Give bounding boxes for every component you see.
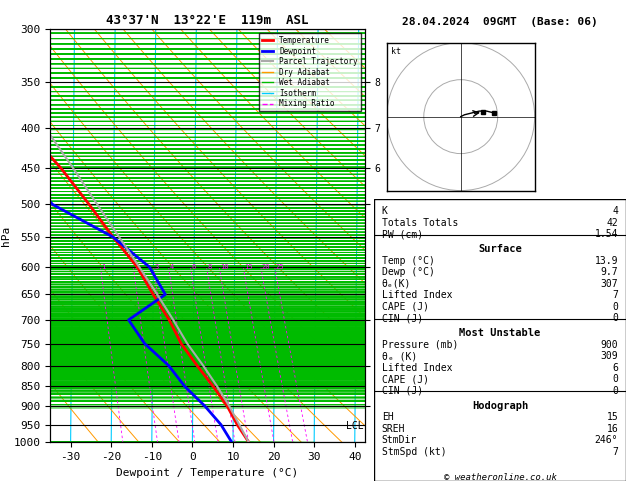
Text: Dewp (°C): Dewp (°C) xyxy=(382,267,435,277)
Text: 0: 0 xyxy=(613,386,618,396)
Y-axis label: hPa: hPa xyxy=(1,226,11,246)
Text: StmSpd (kt): StmSpd (kt) xyxy=(382,447,447,457)
Text: CAPE (J): CAPE (J) xyxy=(382,374,429,384)
Text: 9.7: 9.7 xyxy=(601,267,618,277)
Text: Hodograph: Hodograph xyxy=(472,400,528,411)
Text: 15: 15 xyxy=(606,412,618,422)
Text: 13.9: 13.9 xyxy=(595,256,618,266)
Text: 42: 42 xyxy=(606,218,618,227)
Text: EH: EH xyxy=(382,412,394,422)
X-axis label: Dewpoint / Temperature (°C): Dewpoint / Temperature (°C) xyxy=(116,468,299,478)
Text: 28.04.2024  09GMT  (Base: 06): 28.04.2024 09GMT (Base: 06) xyxy=(402,17,598,27)
Text: 0: 0 xyxy=(613,313,618,323)
Text: © weatheronline.co.uk: © weatheronline.co.uk xyxy=(443,473,557,482)
Text: 4: 4 xyxy=(613,206,618,216)
Text: CAPE (J): CAPE (J) xyxy=(382,302,429,312)
Text: 4: 4 xyxy=(169,264,174,270)
Text: 8: 8 xyxy=(208,264,211,270)
Text: 15: 15 xyxy=(244,264,253,270)
Text: PW (cm): PW (cm) xyxy=(382,229,423,239)
Text: 20: 20 xyxy=(262,264,270,270)
Text: 2: 2 xyxy=(134,264,138,270)
Text: 0: 0 xyxy=(613,302,618,312)
Text: 3: 3 xyxy=(155,264,159,270)
Text: 7: 7 xyxy=(613,290,618,300)
Text: 25: 25 xyxy=(276,264,284,270)
Text: Most Unstable: Most Unstable xyxy=(459,328,541,338)
Text: CIN (J): CIN (J) xyxy=(382,386,423,396)
Text: LCL: LCL xyxy=(347,421,364,432)
Text: 7: 7 xyxy=(613,447,618,457)
Text: 1.54: 1.54 xyxy=(595,229,618,239)
Text: Temp (°C): Temp (°C) xyxy=(382,256,435,266)
Text: CIN (J): CIN (J) xyxy=(382,313,423,323)
Title: 43°37'N  13°22'E  119m  ASL: 43°37'N 13°22'E 119m ASL xyxy=(106,14,309,27)
Text: θₑ(K): θₑ(K) xyxy=(382,278,411,289)
Y-axis label: km
ASL: km ASL xyxy=(392,225,410,246)
Text: Totals Totals: Totals Totals xyxy=(382,218,458,227)
Text: Lifted Index: Lifted Index xyxy=(382,363,452,373)
Text: 1: 1 xyxy=(101,264,106,270)
Text: kt: kt xyxy=(391,47,401,56)
Text: Lifted Index: Lifted Index xyxy=(382,290,452,300)
Text: 6: 6 xyxy=(191,264,196,270)
Text: 6: 6 xyxy=(613,363,618,373)
Text: 10: 10 xyxy=(220,264,228,270)
Text: θₑ (K): θₑ (K) xyxy=(382,351,417,361)
Text: 309: 309 xyxy=(601,351,618,361)
Legend: Temperature, Dewpoint, Parcel Trajectory, Dry Adiabat, Wet Adiabat, Isotherm, Mi: Temperature, Dewpoint, Parcel Trajectory… xyxy=(259,33,361,111)
Text: 900: 900 xyxy=(601,340,618,349)
Text: 0: 0 xyxy=(613,374,618,384)
Text: 307: 307 xyxy=(601,278,618,289)
Text: SREH: SREH xyxy=(382,424,405,434)
Text: Pressure (mb): Pressure (mb) xyxy=(382,340,458,349)
Text: Surface: Surface xyxy=(478,244,522,254)
Text: 16: 16 xyxy=(606,424,618,434)
Text: 246°: 246° xyxy=(595,435,618,445)
Text: K: K xyxy=(382,206,387,216)
Text: StmDir: StmDir xyxy=(382,435,417,445)
